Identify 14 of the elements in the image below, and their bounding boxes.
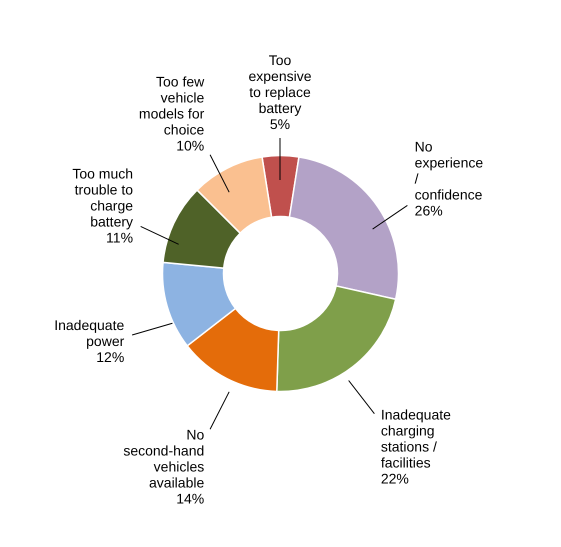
slice-label: Too few vehicle models for choice: [138, 74, 206, 138]
slice-label: Too expensive to replace battery: [248, 52, 312, 116]
data-label: 14%: [176, 490, 204, 506]
slice-label: Inadequate power: [54, 316, 125, 349]
slice-label: No second-hand vehicles available: [123, 426, 204, 490]
data-label: 5%: [270, 116, 290, 132]
data-label: 10%: [176, 138, 204, 154]
data-label: 22%: [380, 470, 409, 486]
slice-label: Inadequate charging stations / facilities: [380, 406, 452, 470]
slice-label: No experience / confidence: [414, 138, 484, 203]
data-label: 26%: [414, 202, 443, 219]
data-label: 12%: [96, 348, 124, 365]
data-label: 11%: [106, 230, 134, 246]
slice-label: Too much trouble to charge battery: [72, 166, 134, 230]
